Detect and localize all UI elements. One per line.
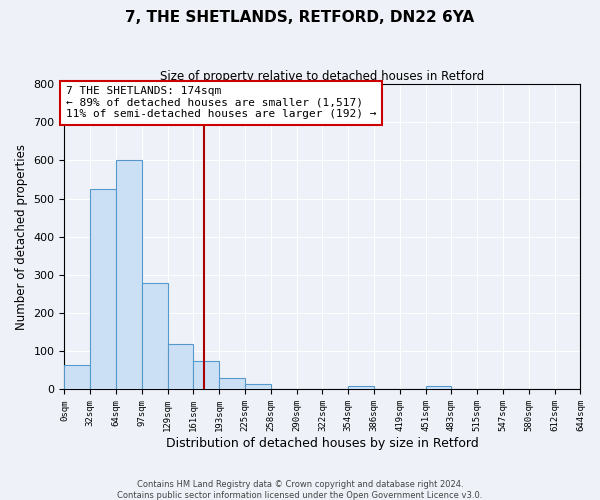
Text: 7, THE SHETLANDS, RETFORD, DN22 6YA: 7, THE SHETLANDS, RETFORD, DN22 6YA — [125, 10, 475, 25]
Title: Size of property relative to detached houses in Retford: Size of property relative to detached ho… — [160, 70, 485, 83]
Y-axis label: Number of detached properties: Number of detached properties — [15, 144, 28, 330]
Bar — [426, 386, 451, 390]
Bar — [193, 361, 219, 390]
Bar — [90, 189, 116, 390]
Bar — [219, 378, 245, 390]
Bar — [64, 364, 90, 390]
Text: 7 THE SHETLANDS: 174sqm
← 89% of detached houses are smaller (1,517)
11% of semi: 7 THE SHETLANDS: 174sqm ← 89% of detache… — [66, 86, 377, 120]
Bar — [168, 344, 193, 390]
Bar — [245, 384, 271, 390]
Bar — [348, 386, 374, 390]
Bar — [142, 282, 168, 390]
Bar — [116, 160, 142, 390]
Text: Contains HM Land Registry data © Crown copyright and database right 2024.
Contai: Contains HM Land Registry data © Crown c… — [118, 480, 482, 500]
X-axis label: Distribution of detached houses by size in Retford: Distribution of detached houses by size … — [166, 437, 479, 450]
